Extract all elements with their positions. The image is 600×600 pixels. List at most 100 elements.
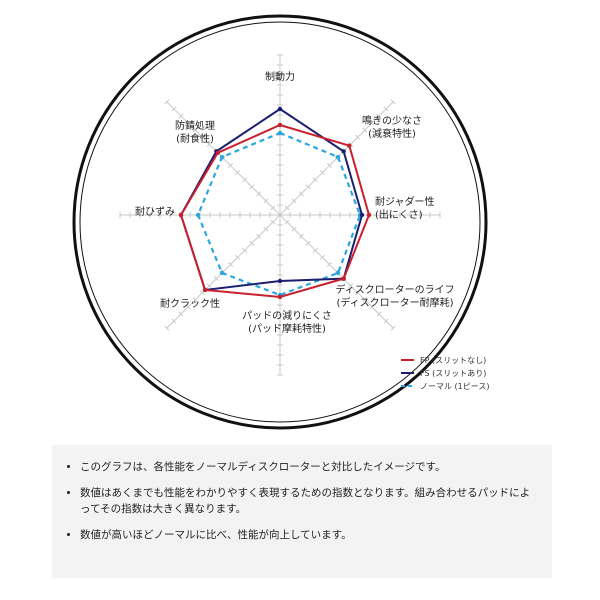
axis-tick bbox=[164, 325, 170, 331]
axis-tick bbox=[298, 191, 304, 197]
axis-tick bbox=[376, 311, 382, 317]
axis-tick bbox=[270, 205, 276, 211]
axis-tick bbox=[178, 113, 184, 119]
axis-tick bbox=[355, 290, 361, 296]
axis-tick bbox=[369, 120, 375, 126]
legend-label: ノーマル (1ピース) bbox=[420, 382, 489, 391]
legend: FP (スリットなし) FS (スリットあり) ノーマル (1ピース) bbox=[401, 356, 489, 391]
axis-tick bbox=[376, 113, 382, 119]
axis-tick bbox=[185, 304, 191, 310]
series-line bbox=[196, 131, 362, 297]
data-point bbox=[195, 212, 201, 218]
data-point bbox=[202, 287, 208, 293]
axis-label: 耐クラック性 bbox=[160, 297, 220, 310]
axis-tick bbox=[199, 290, 205, 296]
axis-tick bbox=[298, 233, 304, 239]
axis-tick bbox=[228, 163, 233, 168]
data-point bbox=[277, 122, 283, 128]
axis-label: ディスクローターのライフ bbox=[335, 283, 454, 296]
axis-tick bbox=[362, 127, 368, 133]
axis-tick bbox=[164, 99, 170, 105]
legend-label: FP (スリットなし) bbox=[420, 356, 486, 365]
data-point bbox=[277, 278, 283, 284]
axis-tick bbox=[171, 318, 177, 324]
axis-tick bbox=[242, 247, 248, 253]
axis-tick bbox=[263, 198, 269, 204]
note-item: 数値はあくまでも性能をわかりやすく表現するための指数となります。組み合わせるパッ… bbox=[80, 485, 534, 517]
axis-tick bbox=[284, 205, 290, 211]
axis-tick bbox=[319, 170, 325, 176]
axis-label: (パッド摩耗特性) bbox=[248, 322, 326, 335]
series-layer bbox=[178, 106, 372, 300]
axis-label: 耐ひずみ bbox=[135, 205, 175, 218]
axis-tick bbox=[192, 127, 198, 133]
data-point bbox=[277, 106, 283, 112]
axis-tick bbox=[390, 99, 396, 105]
axis-label: (耐食性) bbox=[176, 132, 214, 145]
data-point bbox=[219, 154, 225, 160]
axis-tick bbox=[185, 120, 191, 126]
series-line bbox=[179, 123, 371, 299]
axis-tick bbox=[242, 177, 248, 183]
data-point bbox=[219, 270, 225, 276]
notes-box: このグラフは、各性能をノーマルディスクローターと対比したイメージです。 数値はあ… bbox=[52, 445, 552, 578]
axis-label: 耐ジャダー性 bbox=[375, 195, 435, 208]
data-point bbox=[347, 143, 352, 148]
note-item: 数値が高いほどノーマルに比べ、性能が向上しています。 bbox=[80, 527, 534, 543]
data-point bbox=[341, 276, 346, 281]
axis-tick bbox=[235, 170, 241, 176]
axis-tick bbox=[192, 297, 198, 303]
axis-tick bbox=[369, 304, 375, 310]
axis-tick bbox=[206, 141, 212, 147]
axis-label: (出にくさ) bbox=[375, 208, 423, 221]
axis-tick bbox=[256, 233, 262, 239]
axis-label: (ディスクローター耐摩耗) bbox=[336, 296, 453, 309]
axis-tick bbox=[312, 177, 318, 183]
axis-tick bbox=[199, 134, 205, 140]
axis-tick bbox=[291, 226, 297, 232]
data-point bbox=[359, 212, 365, 218]
axis-tick bbox=[235, 254, 241, 260]
axis-label: 鳴きの少なさ bbox=[362, 114, 422, 127]
axis-tick bbox=[270, 219, 276, 225]
axis-tick bbox=[284, 219, 290, 225]
data-point bbox=[277, 130, 283, 136]
outer-ring bbox=[72, 14, 488, 430]
axis-label: パッドの減りにくさ bbox=[242, 309, 332, 322]
axis-tick bbox=[348, 283, 354, 289]
axis-tick bbox=[319, 254, 325, 260]
axis-tick bbox=[171, 106, 177, 112]
axis-tick bbox=[256, 191, 262, 197]
axis-tick bbox=[228, 262, 233, 267]
axis-tick bbox=[327, 262, 332, 267]
radar-chart: 制動力鳴きの少なさ(減衰特性)耐ジャダー性(出にくさ)ディスクローターのライフ(… bbox=[72, 14, 489, 430]
axis-tick bbox=[291, 198, 297, 204]
axis-tick bbox=[383, 318, 389, 324]
data-point bbox=[277, 294, 283, 300]
axis-tick bbox=[305, 184, 311, 190]
axis-label: 防錆処理 bbox=[175, 119, 215, 132]
data-point bbox=[335, 270, 341, 276]
axis-tick bbox=[206, 283, 212, 289]
axis-tick bbox=[305, 240, 311, 246]
axis-tick bbox=[383, 106, 389, 112]
note-item: このグラフは、各性能をノーマルディスクローターと対比したイメージです。 bbox=[80, 459, 534, 475]
axis-tick bbox=[312, 247, 318, 253]
data-point bbox=[341, 149, 346, 154]
axis-tick bbox=[249, 184, 255, 190]
axis-tick bbox=[355, 134, 361, 140]
axis-tick bbox=[213, 276, 219, 282]
axis-label: 制動力 bbox=[265, 70, 295, 83]
data-point bbox=[335, 154, 341, 160]
data-point bbox=[215, 150, 220, 155]
axis-tick bbox=[362, 297, 368, 303]
data-point bbox=[178, 212, 184, 218]
data-point bbox=[366, 212, 372, 218]
axis-labels: 制動力鳴きの少なさ(減衰特性)耐ジャダー性(出にくさ)ディスクローターのライフ(… bbox=[135, 70, 455, 335]
axis-tick bbox=[327, 163, 332, 168]
axis-tick bbox=[178, 311, 184, 317]
legend-label: FS (スリットあり) bbox=[420, 369, 486, 378]
axis-tick bbox=[263, 226, 269, 232]
axis-tick bbox=[390, 325, 396, 331]
axis-tick bbox=[249, 240, 255, 246]
